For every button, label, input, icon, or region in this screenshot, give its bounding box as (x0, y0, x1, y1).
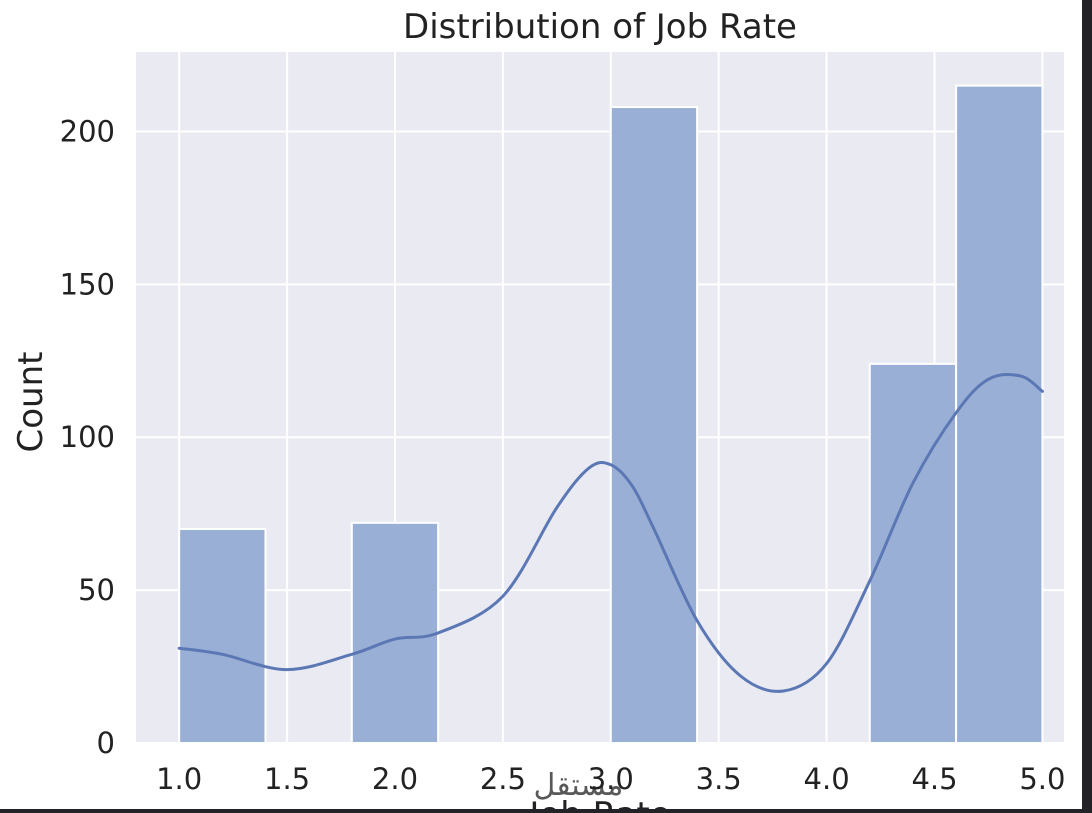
watermark: مستقل (534, 768, 624, 803)
window-edge-right (1082, 0, 1092, 813)
histogram-bar (868, 362, 958, 744)
window-edge-bottom (0, 809, 1092, 813)
y-tick-label: 150 (60, 267, 115, 301)
x-tick-label: 1.0 (156, 762, 202, 796)
histogram-bar (350, 521, 440, 744)
x-tick-label: 2.0 (372, 762, 418, 796)
kde-curve (177, 373, 1044, 693)
chart-title: Distribution of Job Rate (403, 7, 797, 47)
histogram-bar (955, 84, 1044, 744)
histogram-bar (609, 106, 699, 744)
x-tick-label: 3.5 (696, 762, 742, 796)
x-tick-label: 3.0 (588, 762, 634, 796)
histogram-bar (178, 527, 267, 744)
x-axis-label: Job Rate (527, 795, 670, 813)
x-tick-label: 4.0 (804, 762, 850, 796)
y-tick-label: 100 (60, 420, 115, 454)
y-tick-label: 0 (97, 726, 115, 760)
x-tick-label: 1.5 (264, 762, 310, 796)
x-tick-label: 5.0 (1019, 762, 1065, 796)
y-tick-label: 200 (60, 114, 115, 148)
y-tick-label: 50 (78, 573, 115, 607)
y-axis-label: Count (11, 352, 51, 453)
x-tick-label: 2.5 (480, 762, 526, 796)
x-tick-label: 4.5 (911, 762, 957, 796)
